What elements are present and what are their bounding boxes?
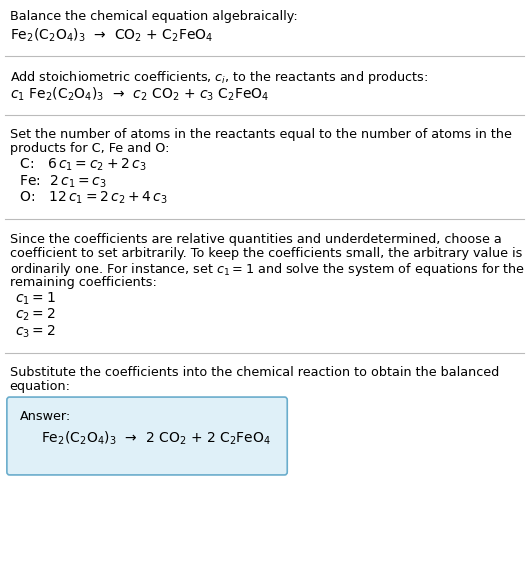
Text: O:   $12\,c_1 = 2\,c_2 + 4\,c_3$: O: $12\,c_1 = 2\,c_2 + 4\,c_3$ <box>15 190 168 207</box>
Text: Add stoichiometric coefficients, $c_i$, to the reactants and products:: Add stoichiometric coefficients, $c_i$, … <box>10 69 427 86</box>
Text: equation:: equation: <box>10 380 70 393</box>
Text: Since the coefficients are relative quantities and underdetermined, choose a: Since the coefficients are relative quan… <box>10 232 501 245</box>
Text: Set the number of atoms in the reactants equal to the number of atoms in the: Set the number of atoms in the reactants… <box>10 128 512 141</box>
Text: products for C, Fe and O:: products for C, Fe and O: <box>10 143 169 156</box>
Text: C:   $6\,c_1 = c_2 + 2\,c_3$: C: $6\,c_1 = c_2 + 2\,c_3$ <box>15 157 147 173</box>
Text: coefficient to set arbitrarily. To keep the coefficients small, the arbitrary va: coefficient to set arbitrarily. To keep … <box>10 247 522 260</box>
Text: Answer:: Answer: <box>20 410 71 423</box>
Text: Fe:  $2\,c_1 = c_3$: Fe: $2\,c_1 = c_3$ <box>15 174 106 190</box>
Text: Fe$_2$(C$_2$O$_4$)$_3$  →  CO$_2$ + C$_2$FeO$_4$: Fe$_2$(C$_2$O$_4$)$_3$ → CO$_2$ + C$_2$F… <box>10 26 213 44</box>
FancyBboxPatch shape <box>7 397 287 475</box>
Text: Balance the chemical equation algebraically:: Balance the chemical equation algebraica… <box>10 10 297 23</box>
Text: ordinarily one. For instance, set $c_1 = 1$ and solve the system of equations fo: ordinarily one. For instance, set $c_1 =… <box>10 261 525 278</box>
Text: Substitute the coefficients into the chemical reaction to obtain the balanced: Substitute the coefficients into the che… <box>10 366 499 379</box>
Text: $c_3 = 2$: $c_3 = 2$ <box>15 323 56 340</box>
Text: Fe$_2$(C$_2$O$_4$)$_3$  →  2 CO$_2$ + 2 C$_2$FeO$_4$: Fe$_2$(C$_2$O$_4$)$_3$ → 2 CO$_2$ + 2 C$… <box>41 430 271 447</box>
Text: $c_2 = 2$: $c_2 = 2$ <box>15 307 56 323</box>
Text: $c_1 = 1$: $c_1 = 1$ <box>15 291 56 307</box>
Text: remaining coefficients:: remaining coefficients: <box>10 276 157 289</box>
Text: $c_1$ Fe$_2$(C$_2$O$_4$)$_3$  →  $c_2$ CO$_2$ + $c_3$ C$_2$FeO$_4$: $c_1$ Fe$_2$(C$_2$O$_4$)$_3$ → $c_2$ CO$… <box>10 86 269 103</box>
